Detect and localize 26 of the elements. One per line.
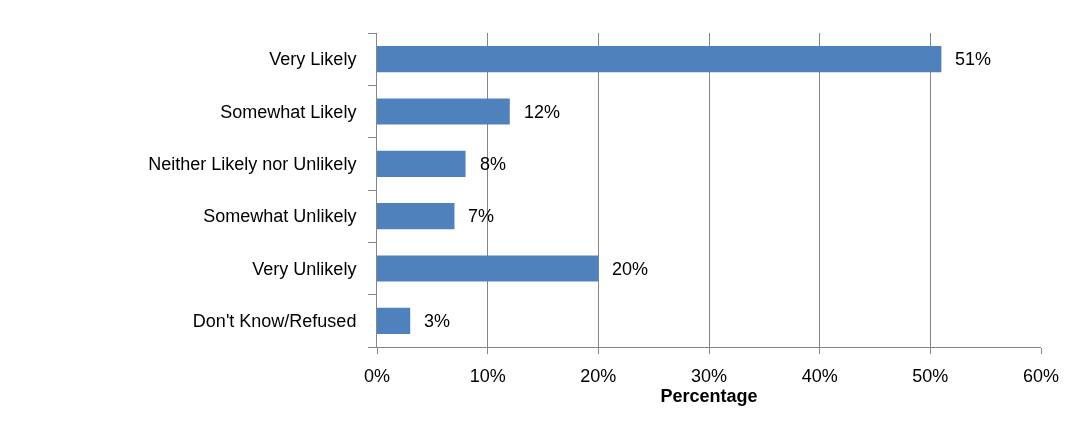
x-tick-label: 60%	[1022, 365, 1060, 386]
y-tick-label: Very Likely	[269, 49, 357, 70]
data-label: 20%	[612, 259, 649, 279]
y-tick-label: Neither Likely nor Unlikely	[148, 154, 357, 175]
bar	[377, 46, 942, 73]
data-label: 51%	[955, 49, 992, 69]
y-tick-label: Very Unlikely	[252, 258, 357, 279]
y-tick-label: Don't Know/Refused	[192, 311, 357, 332]
x-tick-label: 20%	[580, 365, 617, 386]
y-tick-label: Somewhat Likely	[220, 101, 357, 122]
bar	[377, 255, 599, 282]
bar	[377, 98, 510, 125]
x-tick-label: 0%	[363, 365, 391, 386]
x-tick-label: 50%	[912, 365, 949, 386]
data-label: 3%	[424, 311, 451, 331]
x-tick-label: 40%	[801, 365, 838, 386]
x-axis-title: Percentage	[660, 385, 758, 406]
x-tick-label: 10%	[469, 365, 506, 386]
bar	[377, 203, 455, 230]
data-label: 12%	[524, 102, 561, 122]
bar	[377, 150, 466, 177]
data-label: 7%	[468, 206, 495, 226]
x-tick-label: 30%	[690, 365, 728, 386]
bar	[377, 307, 411, 334]
y-tick-label: Somewhat Unlikely	[203, 206, 357, 227]
data-label: 8%	[480, 154, 507, 174]
